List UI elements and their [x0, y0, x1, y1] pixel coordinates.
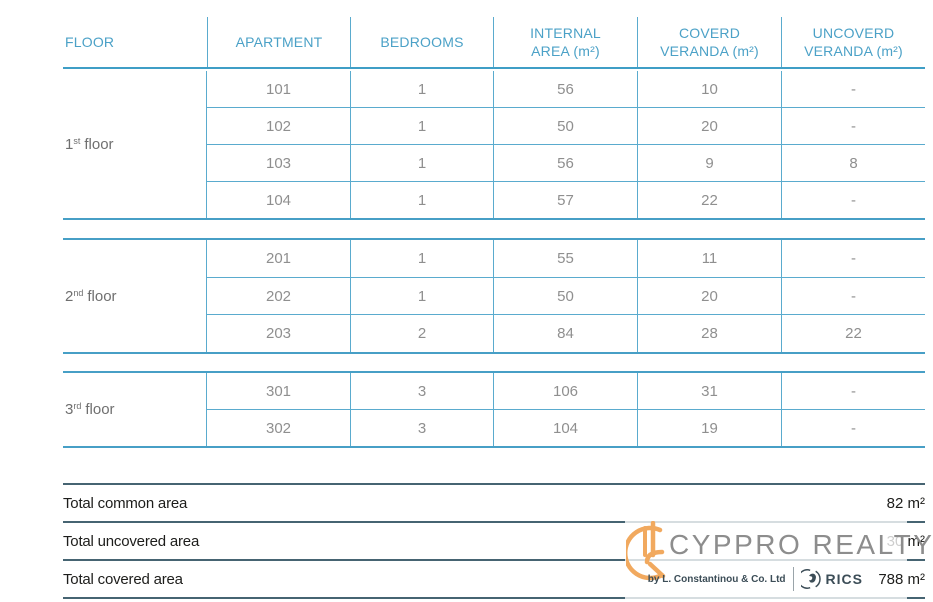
cell-bedrooms: 1	[350, 71, 493, 107]
cell-internal: 104	[493, 410, 637, 446]
cell-covered: 28	[637, 315, 781, 353]
cell-covered: 22	[637, 182, 781, 218]
rics-lion-icon	[800, 569, 821, 589]
cell-covered: 20	[637, 108, 781, 144]
total-covered-area-row: Total covered area 788 m²	[63, 559, 925, 597]
cell-bedrooms: 1	[350, 108, 493, 144]
header-internal-area: INTERNAL AREA (m²)	[493, 17, 637, 67]
cell-uncovered: -	[781, 410, 925, 446]
cell-covered: 31	[637, 373, 781, 409]
header-covered-veranda: COVERD VERANDA (m²)	[637, 17, 781, 67]
cell-bedrooms: 3	[350, 373, 493, 409]
cell-apartment: 201	[265, 249, 292, 267]
cell-uncovered: -	[781, 182, 925, 218]
header-bedrooms: BEDROOMS	[350, 17, 493, 67]
cell-bedrooms: 1	[350, 182, 493, 218]
rics-badge: RICS	[800, 568, 863, 590]
table-row: 201 1 55 11 -	[207, 240, 925, 277]
cell-apartment: 301	[265, 382, 292, 400]
total-covered-area-value: 788 m²	[878, 570, 925, 588]
cell-internal: 50	[493, 108, 637, 144]
cell-apartment: 102	[265, 117, 292, 135]
table-row: 102 1 50 20 -	[207, 107, 925, 144]
cell-bedrooms: 1	[350, 240, 493, 277]
table-row: 302 3 104 19 -	[207, 409, 925, 446]
cyppro-brand-text: CYPPRO REALTY	[669, 529, 933, 560]
cell-internal: 50	[493, 277, 637, 315]
total-common-area-label: Total common area	[63, 494, 188, 512]
total-common-area-value: 82 m²	[886, 494, 925, 512]
cell-apartment: 302	[265, 419, 292, 437]
header-apartment: APARTMENT	[207, 17, 350, 67]
cell-uncovered: -	[781, 71, 925, 107]
cell-covered: 19	[637, 410, 781, 446]
cell-internal: 84	[493, 315, 637, 353]
table-row: 203 2 84 28 22	[207, 314, 925, 353]
cell-covered: 9	[637, 145, 781, 181]
logo-byline-text: by L. Constantinou & Co. Ltd	[647, 573, 786, 585]
table-row: 103 1 56 9 8	[207, 144, 925, 181]
table-header-row: FLOOR APARTMENT BEDROOMS INTERNAL AREA (…	[63, 17, 925, 69]
header-uncovered-veranda: UNCOVERD VERANDA (m²)	[781, 17, 925, 67]
cell-internal: 57	[493, 182, 637, 218]
rics-label: RICS	[825, 571, 863, 587]
cell-covered: 11	[637, 240, 781, 277]
cell-bedrooms: 3	[350, 410, 493, 446]
cyppro-realty-logo: CYPPRO REALTY by L. Constantinou & Co. L…	[625, 519, 932, 600]
cell-internal: 56	[493, 145, 637, 181]
cell-apartment: 202	[265, 287, 292, 305]
cell-covered: 20	[637, 277, 781, 315]
logo-divider	[792, 567, 794, 591]
cell-internal: 56	[493, 71, 637, 107]
table-row: 104 1 57 22 -	[207, 181, 925, 218]
cell-internal: 55	[493, 240, 637, 277]
cell-uncovered: 22	[781, 315, 925, 353]
table-row: 301 3 106 31 -	[207, 373, 925, 409]
totals-summary: Total common area 82 m² Total uncovered …	[63, 483, 925, 599]
cell-bedrooms: 2	[350, 315, 493, 353]
cell-covered: 10	[637, 71, 781, 107]
total-uncovered-area-label: Total uncovered area	[63, 532, 200, 550]
cell-apartment: 203	[265, 325, 292, 343]
cell-bedrooms: 1	[350, 145, 493, 181]
total-common-area-row: Total common area 82 m²	[63, 483, 925, 521]
cell-apartment: 103	[265, 154, 292, 172]
header-floor: FLOOR	[65, 34, 115, 50]
table-row: 101 1 56 10 -	[207, 71, 925, 107]
cell-uncovered: -	[781, 108, 925, 144]
total-covered-area-label: Total covered area	[63, 570, 183, 588]
cell-bedrooms: 1	[350, 277, 493, 315]
cyppro-logo-icon	[626, 521, 666, 581]
cell-uncovered: -	[781, 373, 925, 409]
cell-internal: 106	[493, 373, 637, 409]
table-row: 202 1 50 20 -	[207, 276, 925, 315]
cell-uncovered: 8	[781, 145, 925, 181]
cell-apartment: 101	[265, 80, 292, 98]
cell-uncovered: -	[781, 277, 925, 315]
cell-apartment: 104	[265, 191, 292, 209]
cell-uncovered: -	[781, 240, 925, 277]
